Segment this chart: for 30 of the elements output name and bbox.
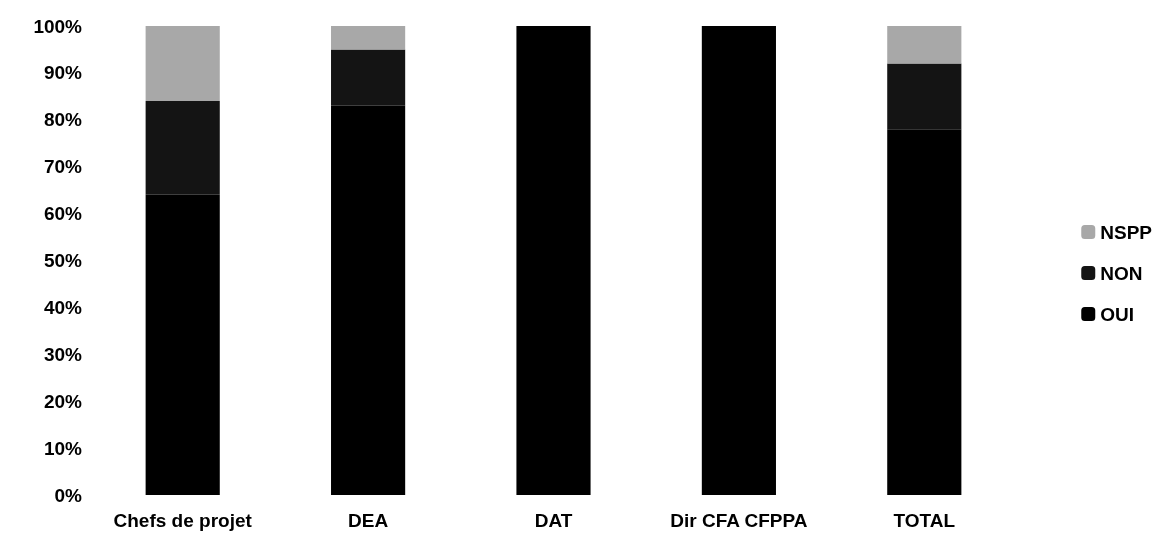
x-tick-label: DEA: [348, 510, 389, 531]
bar: [145, 194, 220, 495]
y-tick-label: 50%: [43, 250, 83, 271]
y-tick-label: 80%: [43, 109, 83, 131]
y-tick-label: 20%: [43, 390, 83, 412]
bar: [887, 129, 962, 495]
bar: [887, 63, 962, 130]
y-tick-label: 70%: [43, 156, 83, 178]
bar: [887, 26, 962, 64]
x-tick-label: DAT: [534, 510, 573, 531]
bar: [516, 26, 591, 495]
x-tick-label: Dir CFA CFPPA: [670, 510, 808, 531]
y-tick-label: 100%: [33, 15, 83, 37]
y-tick-label: 10%: [43, 437, 83, 459]
y-tick-label: 40%: [43, 296, 83, 318]
y-tick-label: 0%: [54, 484, 83, 506]
y-tick-label: 60%: [43, 203, 83, 225]
x-tick-label: Chefs de projet: [113, 510, 253, 531]
legend-label: NON: [1100, 262, 1143, 284]
bar: [701, 26, 776, 495]
y-tick-label: 90%: [43, 62, 83, 84]
bar: [331, 105, 406, 495]
y-tick-label: 30%: [43, 343, 83, 365]
bar: [145, 26, 220, 102]
bar: [145, 101, 220, 195]
bar: [331, 26, 406, 50]
legend-label: NSPP: [1100, 221, 1153, 243]
x-tick-label: TOTAL: [893, 510, 956, 531]
legend-label: OUI: [1100, 303, 1135, 325]
bar: [331, 49, 406, 106]
